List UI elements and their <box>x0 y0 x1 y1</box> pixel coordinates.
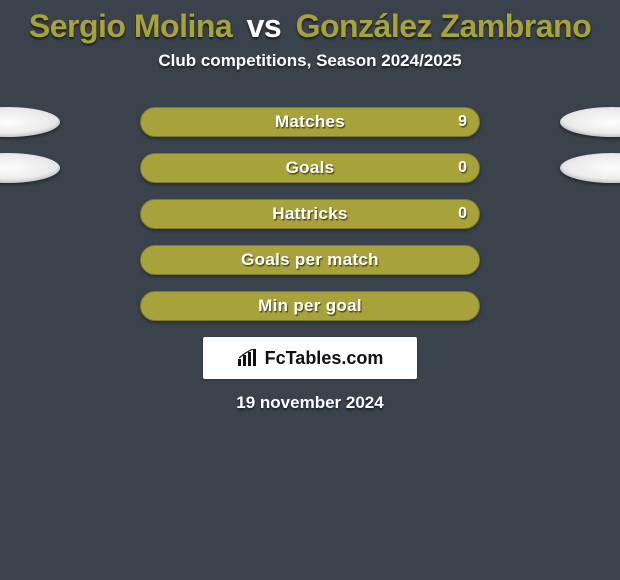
player2-name: González Zambrano <box>296 8 592 44</box>
stat-label: Min per goal <box>258 296 362 316</box>
barchart-icon <box>237 349 259 367</box>
stat-bar: Matches 9 <box>140 107 480 137</box>
right-value-pill <box>560 153 620 183</box>
stat-label: Hattricks <box>272 204 347 224</box>
stat-row: Matches 9 <box>0 107 620 137</box>
left-value-pill <box>0 107 60 137</box>
footer-date: 19 november 2024 <box>0 393 620 413</box>
stat-row: Hattricks 0 <box>0 199 620 229</box>
page-title: Sergio Molina vs González Zambrano <box>0 0 620 45</box>
left-value-pill <box>0 153 60 183</box>
stat-label: Goals <box>286 158 335 178</box>
stat-value-right: 0 <box>458 159 467 177</box>
right-value-pill <box>560 107 620 137</box>
stat-row: Min per goal <box>0 291 620 321</box>
vs-separator: vs <box>247 8 282 44</box>
stat-bar: Goals 0 <box>140 153 480 183</box>
stat-label: Goals per match <box>241 250 379 270</box>
stat-bar: Min per goal <box>140 291 480 321</box>
footer-logo: FcTables.com <box>203 337 417 379</box>
stat-value-right: 9 <box>458 113 467 131</box>
stats-container: Matches 9 Goals 0 Hattricks 0 Goals per … <box>0 107 620 321</box>
stat-bar: Goals per match <box>140 245 480 275</box>
stat-row: Goals per match <box>0 245 620 275</box>
stat-bar: Hattricks 0 <box>140 199 480 229</box>
player1-name: Sergio Molina <box>29 8 232 44</box>
stat-value-right: 0 <box>458 205 467 223</box>
footer-logo-text: FcTables.com <box>265 348 384 369</box>
stat-row: Goals 0 <box>0 153 620 183</box>
subtitle: Club competitions, Season 2024/2025 <box>0 51 620 71</box>
stat-label: Matches <box>275 112 345 132</box>
